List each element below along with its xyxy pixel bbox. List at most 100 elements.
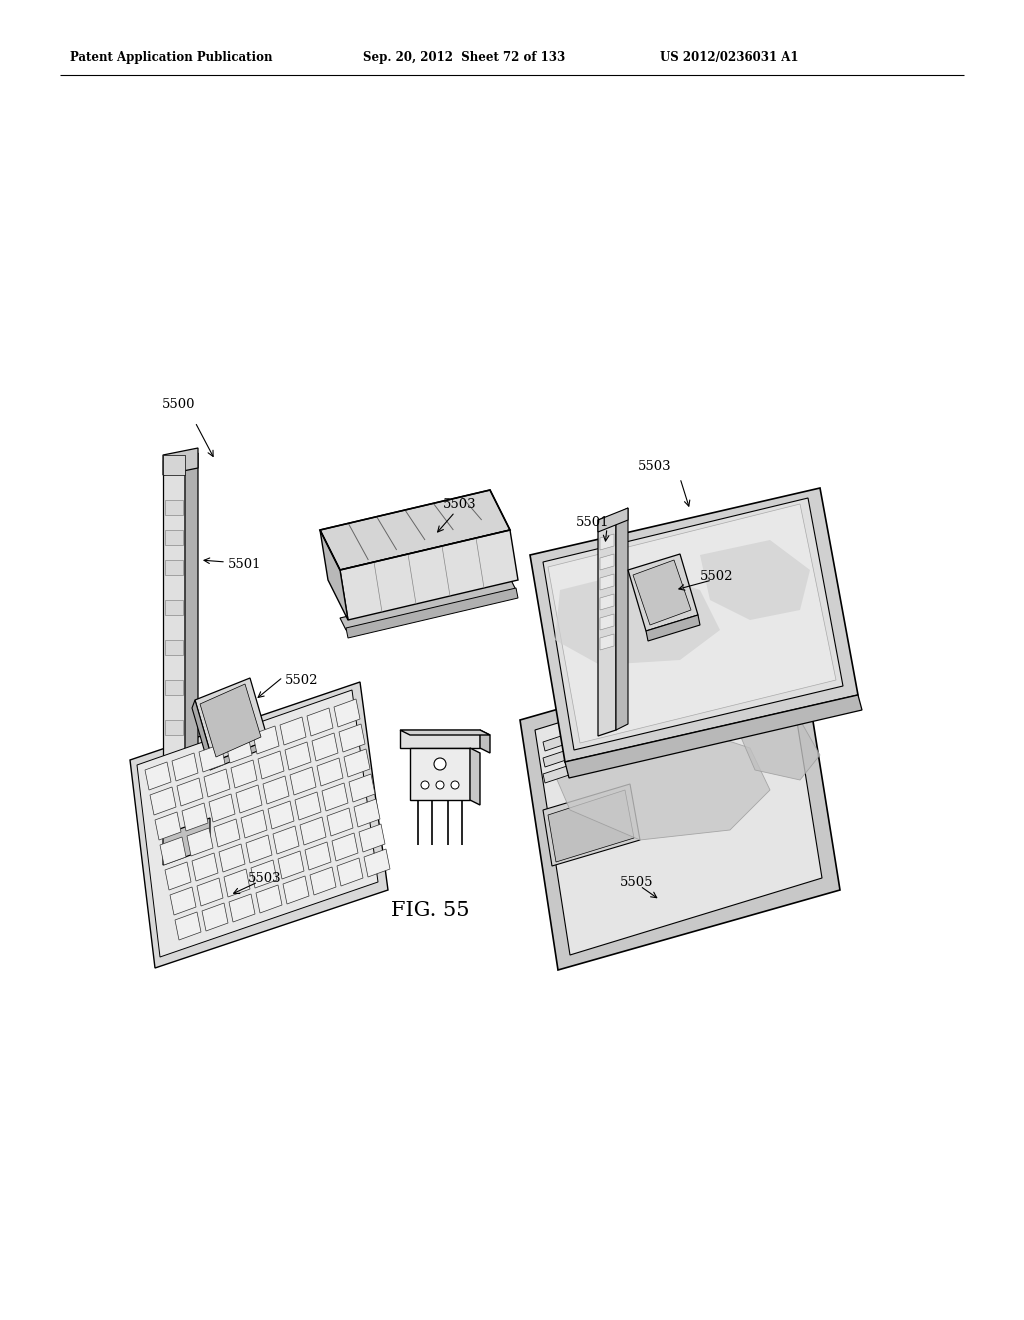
Polygon shape: [170, 887, 196, 915]
Polygon shape: [646, 615, 700, 642]
Polygon shape: [175, 912, 201, 940]
Polygon shape: [319, 490, 510, 570]
Polygon shape: [359, 824, 385, 851]
Polygon shape: [155, 812, 181, 840]
Polygon shape: [226, 735, 252, 763]
Polygon shape: [480, 730, 490, 752]
Polygon shape: [600, 554, 614, 570]
Text: FIG. 55: FIG. 55: [391, 900, 469, 920]
Polygon shape: [165, 862, 191, 890]
Polygon shape: [600, 574, 614, 590]
Polygon shape: [185, 453, 198, 840]
Polygon shape: [300, 817, 326, 845]
Text: 5501: 5501: [228, 558, 261, 572]
Polygon shape: [598, 508, 628, 532]
Polygon shape: [600, 634, 614, 649]
Polygon shape: [163, 447, 198, 475]
Polygon shape: [322, 783, 348, 810]
Polygon shape: [278, 851, 304, 879]
Polygon shape: [145, 762, 171, 789]
Polygon shape: [193, 853, 218, 880]
Polygon shape: [219, 843, 245, 873]
Polygon shape: [312, 733, 338, 762]
Polygon shape: [364, 849, 390, 876]
Text: 5503: 5503: [638, 461, 672, 474]
Polygon shape: [204, 770, 230, 797]
Polygon shape: [307, 708, 333, 737]
Polygon shape: [177, 777, 203, 807]
Polygon shape: [285, 742, 311, 770]
Polygon shape: [700, 540, 810, 620]
Polygon shape: [346, 587, 518, 638]
Polygon shape: [165, 680, 183, 696]
Polygon shape: [340, 531, 518, 620]
Polygon shape: [616, 508, 628, 730]
Polygon shape: [130, 682, 388, 968]
Text: 5501: 5501: [575, 516, 609, 528]
Polygon shape: [163, 459, 185, 840]
Polygon shape: [163, 455, 185, 475]
Polygon shape: [543, 760, 587, 783]
Text: 5503: 5503: [248, 871, 282, 884]
Polygon shape: [165, 719, 183, 735]
Polygon shape: [209, 795, 234, 822]
Text: 5500: 5500: [162, 399, 196, 412]
Polygon shape: [470, 748, 480, 805]
Text: 5503: 5503: [443, 499, 476, 511]
Polygon shape: [530, 488, 858, 762]
Text: 5505: 5505: [620, 875, 653, 888]
Polygon shape: [295, 792, 321, 820]
Polygon shape: [317, 758, 343, 785]
Polygon shape: [548, 504, 836, 743]
Polygon shape: [543, 744, 587, 767]
Polygon shape: [253, 726, 279, 754]
Polygon shape: [600, 535, 614, 550]
Polygon shape: [165, 640, 183, 655]
Text: 5502: 5502: [700, 569, 733, 582]
Polygon shape: [354, 799, 380, 828]
Polygon shape: [246, 836, 272, 863]
Polygon shape: [165, 601, 183, 615]
Polygon shape: [150, 787, 176, 814]
Polygon shape: [628, 554, 698, 631]
Polygon shape: [344, 748, 370, 777]
Polygon shape: [163, 453, 198, 459]
Polygon shape: [263, 776, 289, 804]
Polygon shape: [543, 729, 587, 751]
Polygon shape: [182, 803, 208, 832]
Polygon shape: [251, 861, 278, 888]
Polygon shape: [339, 723, 365, 752]
Circle shape: [421, 781, 429, 789]
Polygon shape: [187, 828, 213, 855]
Polygon shape: [199, 744, 225, 772]
Polygon shape: [334, 700, 360, 727]
Polygon shape: [400, 730, 480, 748]
Polygon shape: [283, 876, 309, 904]
Polygon shape: [256, 884, 282, 913]
Polygon shape: [543, 498, 843, 750]
Polygon shape: [197, 878, 223, 906]
Polygon shape: [535, 653, 822, 954]
Circle shape: [436, 781, 444, 789]
Polygon shape: [224, 869, 250, 898]
Polygon shape: [327, 808, 353, 836]
Polygon shape: [193, 700, 213, 770]
Polygon shape: [241, 810, 267, 838]
Circle shape: [451, 781, 459, 789]
Polygon shape: [290, 767, 316, 795]
Polygon shape: [332, 833, 358, 861]
Polygon shape: [165, 560, 183, 576]
Polygon shape: [598, 513, 616, 737]
Circle shape: [434, 758, 446, 770]
Polygon shape: [565, 696, 862, 777]
Polygon shape: [740, 719, 820, 780]
Polygon shape: [543, 784, 640, 866]
Polygon shape: [555, 570, 720, 665]
Polygon shape: [555, 725, 770, 840]
Polygon shape: [410, 748, 470, 800]
Polygon shape: [340, 578, 516, 630]
Polygon shape: [273, 826, 299, 854]
Polygon shape: [337, 858, 362, 886]
Text: US 2012/0236031 A1: US 2012/0236031 A1: [660, 51, 799, 65]
Polygon shape: [600, 594, 614, 610]
